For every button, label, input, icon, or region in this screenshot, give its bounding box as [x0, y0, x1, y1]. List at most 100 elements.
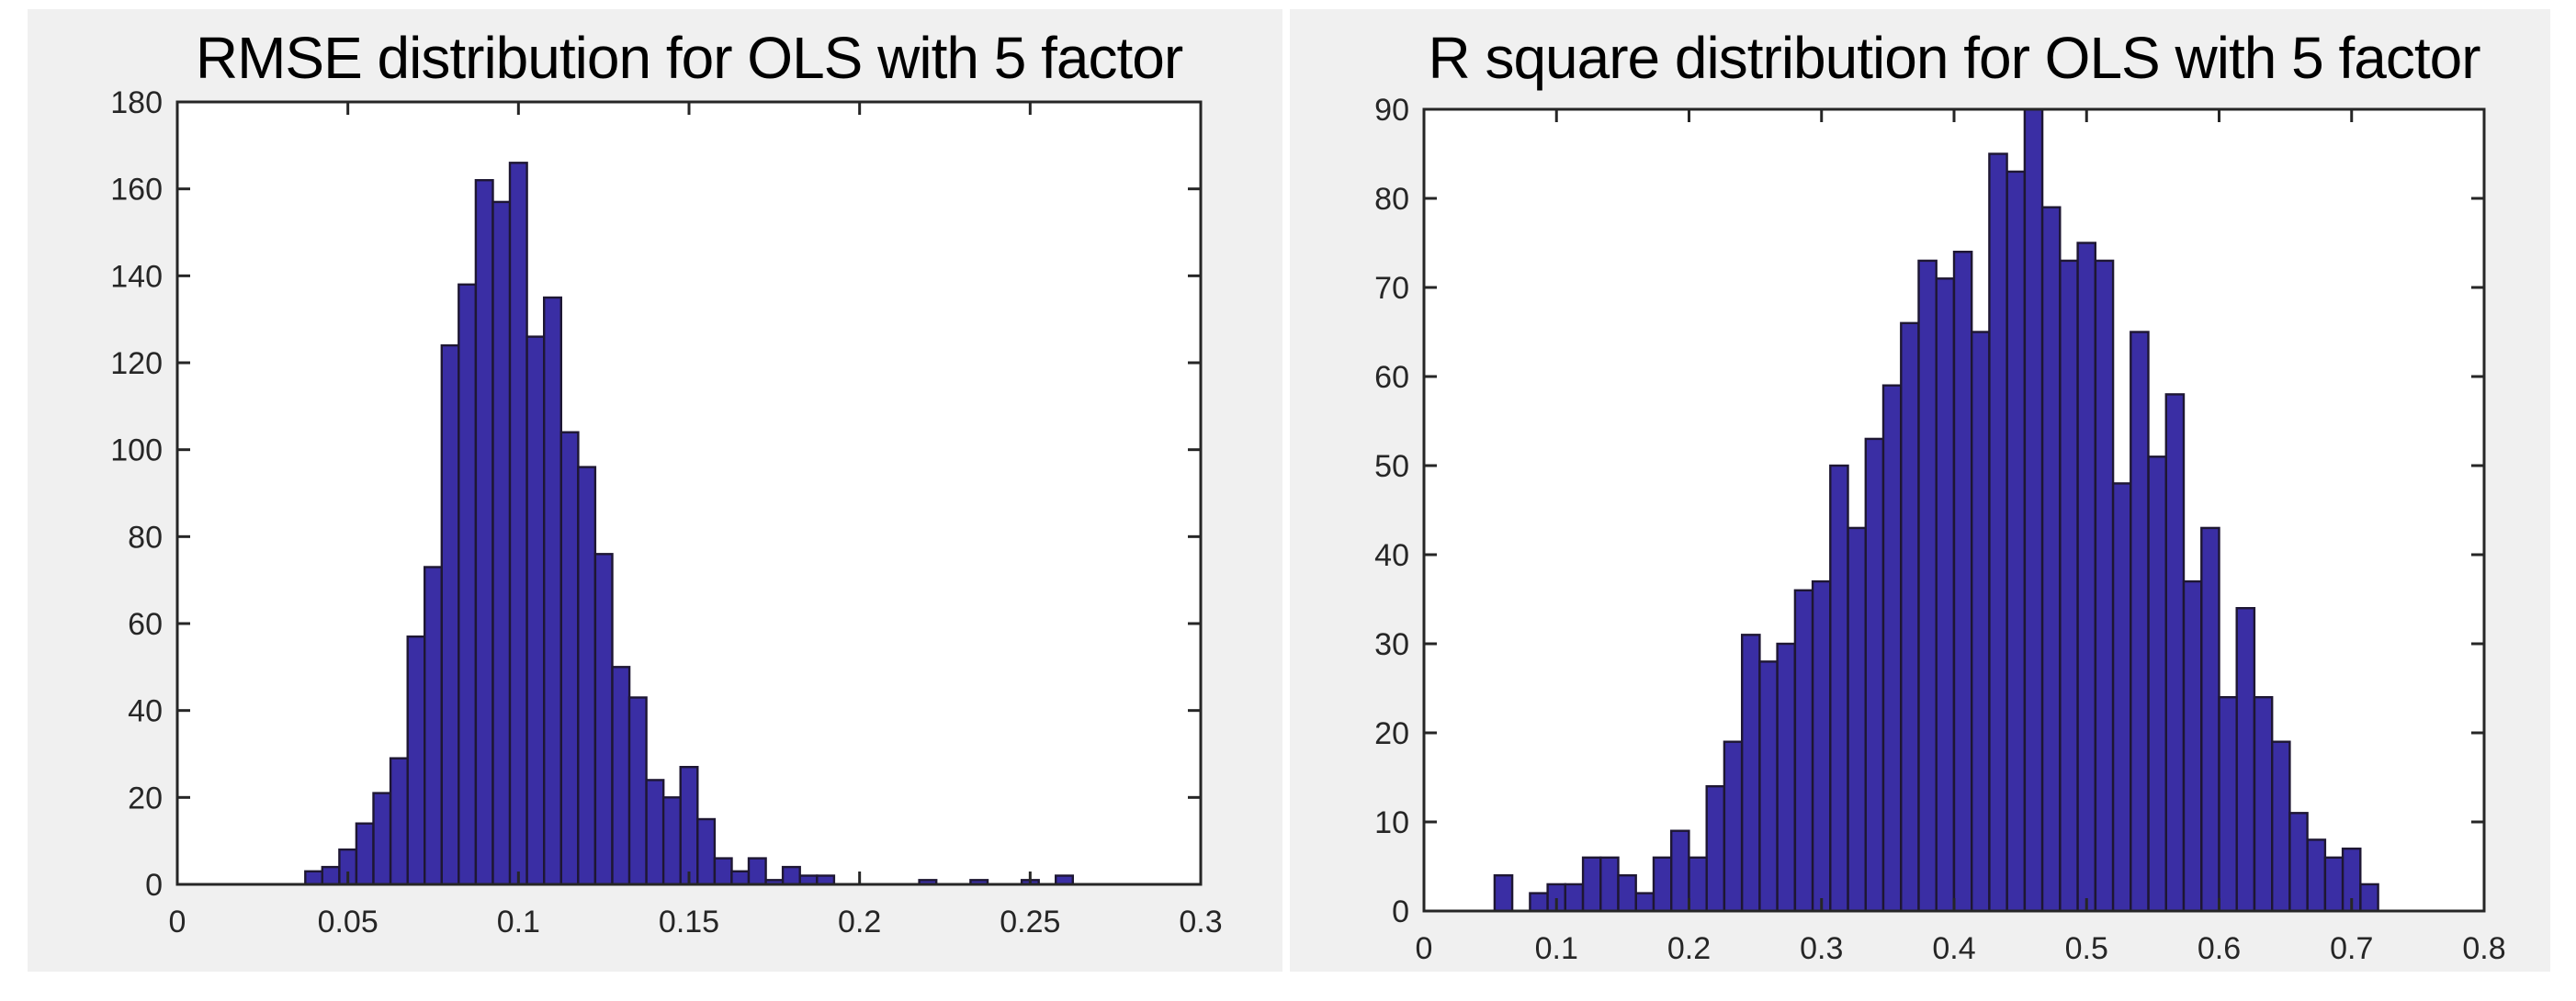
histogram-bar: [2005, 170, 2027, 913]
histogram-bar: [2359, 883, 2379, 913]
y-tick-label: 20: [128, 781, 163, 815]
histogram-bar: [1776, 642, 1796, 913]
histogram-bar: [645, 779, 665, 886]
histogram-bar: [1952, 251, 1973, 913]
histogram-bar: [730, 870, 751, 886]
x-tick-label: 0.8: [2462, 931, 2505, 966]
histogram-bar: [2288, 812, 2309, 913]
histogram-bar: [1970, 331, 1991, 913]
histogram-bar: [1988, 152, 2008, 913]
histogram-bar: [611, 666, 631, 886]
histogram-bar: [2040, 206, 2062, 913]
x-tick-label: 0.4: [1932, 931, 1975, 966]
histogram-bar: [1493, 874, 1514, 913]
histogram-bar: [661, 796, 682, 886]
histogram-bar: [1811, 579, 1832, 913]
histogram-bar: [474, 178, 494, 886]
x-tick-label: 0.1: [1535, 931, 1578, 966]
histogram-bar: [1900, 321, 1920, 913]
y-tick-label: 90: [1374, 93, 1409, 128]
histogram-bar: [389, 757, 409, 886]
y-tick-label: 50: [1374, 449, 1409, 484]
histogram-bar: [577, 466, 597, 886]
histogram-bar: [747, 857, 767, 886]
y-tick-label: 40: [128, 694, 163, 729]
y-tick-label: 0: [145, 868, 163, 903]
histogram-bar: [525, 335, 546, 886]
histogram-bar: [1564, 883, 1585, 913]
histogram-bar: [491, 200, 512, 886]
histogram-bar: [2111, 482, 2132, 913]
histogram-bar: [2023, 107, 2044, 913]
histogram-bar: [543, 296, 563, 886]
x-tick-label: 0.3: [1179, 905, 1222, 939]
x-tick-label: 0.25: [1000, 905, 1060, 939]
histogram-bar: [593, 553, 614, 886]
histogram-bar: [2235, 607, 2256, 913]
x-tick-label: 0.05: [318, 905, 378, 939]
x-tick-label: 0: [1416, 931, 1433, 966]
histogram-bar: [1935, 277, 1956, 913]
histogram-bar: [406, 635, 426, 886]
x-tick-label: 0: [169, 905, 186, 939]
histogram-bar: [1669, 829, 1690, 913]
y-tick-label: 10: [1374, 805, 1409, 840]
x-tick-label: 0.3: [1800, 931, 1843, 966]
histogram-bar: [1634, 892, 1655, 913]
y-tick-label: 80: [128, 520, 163, 555]
histogram-bar: [2094, 259, 2115, 913]
histogram-bar: [372, 792, 392, 886]
histogram-bar: [1740, 634, 1761, 913]
histogram-bar: [696, 817, 717, 886]
histogram-bar: [1917, 259, 1938, 913]
histogram-bar: [2182, 579, 2203, 913]
chart-title-rmse: RMSE distribution for OLS with 5 factor: [195, 25, 1183, 91]
y-tick-label: 0: [1392, 894, 1409, 929]
histogram-bar: [2253, 696, 2274, 913]
histogram-bar: [508, 162, 528, 886]
histogram-bar: [627, 696, 648, 886]
histogram-bar: [2306, 838, 2327, 913]
y-tick-label: 100: [110, 433, 163, 468]
histogram-bar: [1881, 384, 1903, 913]
histogram-bar: [355, 822, 375, 886]
histogram-bar: [2059, 259, 2079, 913]
histogram-bar: [2200, 526, 2220, 913]
x-tick-label: 0.5: [2065, 931, 2108, 966]
histogram-bar: [679, 766, 699, 886]
histogram-bar: [2218, 696, 2238, 913]
y-tick-label: 140: [110, 259, 163, 294]
histogram-bar: [2164, 393, 2186, 913]
histogram-bar: [781, 865, 801, 886]
x-tick-label: 0.2: [1667, 931, 1711, 966]
histogram-bar: [1581, 856, 1602, 913]
y-tick-label: 80: [1374, 182, 1409, 217]
histogram-bar: [1723, 740, 1744, 913]
histogram-bar: [440, 343, 460, 886]
histogram-bar: [1617, 874, 1637, 913]
chart-title-rsquare: R square distribution for OLS with 5 fac…: [1428, 25, 2480, 91]
histogram-bar: [321, 865, 341, 886]
histogram-bar: [304, 870, 324, 886]
x-tick-label: 0.6: [2198, 931, 2241, 966]
histogram-bar: [424, 566, 444, 886]
histogram-bar: [1652, 856, 1673, 913]
y-tick-label: 40: [1374, 538, 1409, 573]
histogram-bar: [713, 857, 733, 886]
histogram-bar: [1599, 856, 1620, 913]
y-tick-label: 30: [1374, 627, 1409, 662]
y-tick-label: 120: [110, 346, 163, 381]
y-tick-label: 60: [128, 607, 163, 642]
histogram-bar: [2323, 856, 2344, 913]
histogram-bar: [1688, 856, 1708, 913]
histogram-bar: [2147, 456, 2168, 913]
histogram-bar: [458, 283, 478, 886]
histogram-bar: [559, 431, 580, 886]
x-tick-label: 0.1: [497, 905, 540, 939]
y-tick-label: 20: [1374, 716, 1409, 751]
histogram-bar: [1705, 785, 1726, 913]
histogram-bar: [2270, 740, 2291, 913]
histogram-bar: [2130, 331, 2150, 913]
